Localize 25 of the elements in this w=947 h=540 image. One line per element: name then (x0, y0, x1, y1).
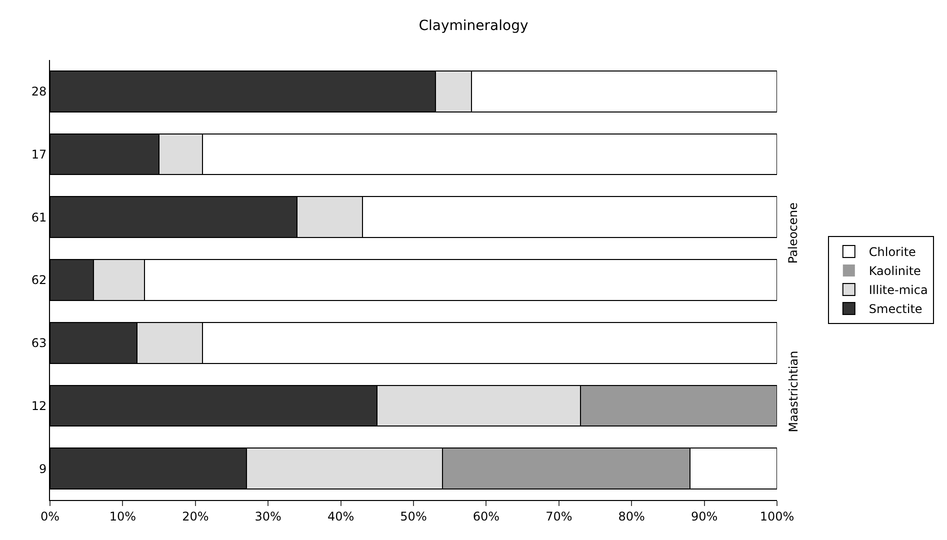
x-tick-label: 20% (182, 509, 209, 524)
y-tick-label: 9 (38, 462, 47, 476)
y-tick-label: 63 (31, 336, 47, 350)
text: Paleocene (786, 202, 800, 264)
x-tick-label: 60% (472, 509, 500, 524)
legend-label: Smectite (868, 302, 922, 316)
x-tick-label: 80% (618, 509, 645, 524)
chart-title: Claymineralogy (418, 18, 528, 34)
legend-label: Kaolinite (868, 264, 921, 278)
y-tick-label: 17 (31, 147, 47, 162)
legend-label: Illite-mica (868, 283, 928, 298)
text: Maastrichtian (786, 350, 800, 432)
x-tick-label: 0% (40, 509, 60, 524)
legend-label: Chlorite (868, 245, 916, 260)
x-tick-label: 90% (690, 509, 718, 524)
y-tick-label: 62 (31, 273, 47, 288)
x-tick-label: 10% (109, 509, 136, 524)
x-tick-label: 40% (327, 509, 354, 524)
y-tick-label: 28 (31, 84, 47, 99)
x-tick-label: 70% (546, 509, 572, 524)
x-tick-label: 100% (760, 509, 794, 524)
y-tick-label: 61 (31, 210, 47, 224)
x-tick-label: 50% (400, 509, 427, 524)
y-tick-label: 12 (31, 398, 47, 413)
x-tick-label: 30% (254, 509, 282, 524)
